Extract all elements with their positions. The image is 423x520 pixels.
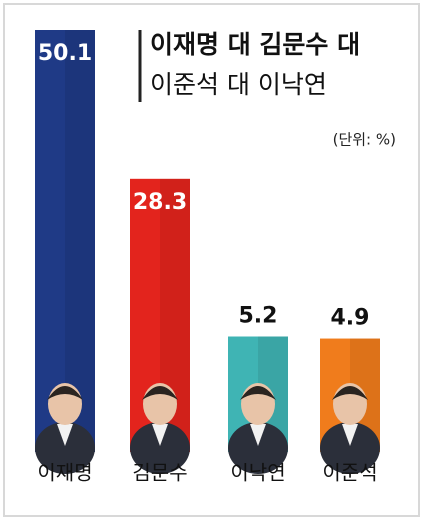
photo-hair [142,386,178,400]
x-tick-label: 이낙연 [230,461,285,485]
bar-shade [65,30,95,452]
photo-hair [47,386,83,400]
photo-shirt [57,424,73,446]
value-label: 28.3 [133,190,187,215]
photo-shirt [152,424,168,446]
chart-subtitle: 이준석 대 이낙연 [150,70,327,99]
photo-hair [240,386,276,400]
x-tick-label: 이준석 [322,461,377,485]
photo-shirt [342,424,358,446]
x-tick-label: 이재명 [37,461,92,485]
chart-title: 이재명 대 김문수 대 [150,30,360,59]
value-label: 5.2 [239,304,278,329]
photo-suit [228,422,288,474]
photo-shirt [250,424,266,446]
value-label: 50.1 [38,41,92,66]
unit-label: (단위: %) [333,131,396,149]
photo-hair [332,386,368,400]
photo-suit [130,422,190,474]
value-label: 4.9 [331,306,370,331]
photo-suit [35,422,95,474]
photo-suit [320,422,380,474]
x-tick-label: 김문수 [132,461,187,485]
bar [35,30,95,452]
